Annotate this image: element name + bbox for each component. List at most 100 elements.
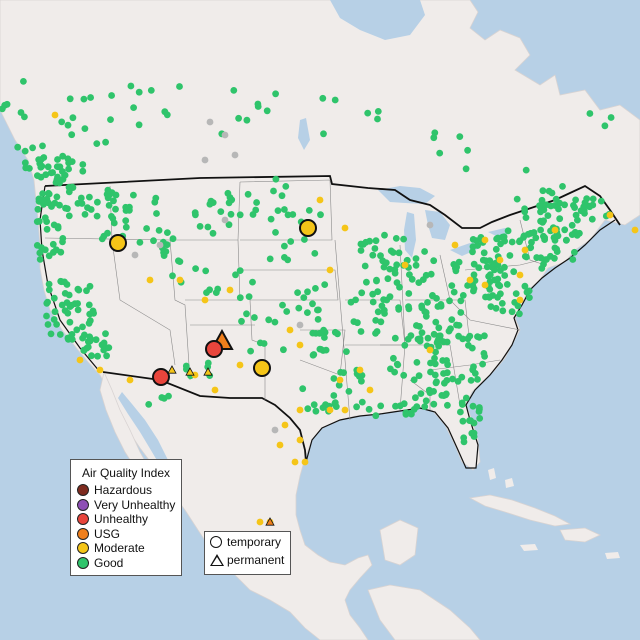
good-monitor[interactable] [127,82,135,90]
good-monitor[interactable] [449,375,456,383]
good-monitor[interactable] [71,300,79,308]
good-monitor[interactable] [64,121,72,129]
good-monitor[interactable] [431,354,438,362]
good-monitor[interactable] [422,397,430,405]
good-monitor[interactable] [400,400,408,408]
good-monitor[interactable] [413,359,421,366]
good-monitor[interactable] [440,392,448,399]
good-monitor[interactable] [330,375,338,382]
moderate-monitor[interactable] [286,326,294,334]
good-monitor[interactable] [80,346,88,354]
good-monitor[interactable] [462,165,470,173]
good-monitor[interactable] [243,116,251,124]
good-monitor[interactable] [429,292,436,300]
good-monitor[interactable] [59,152,67,160]
moderate-monitor[interactable] [296,436,304,444]
good-monitor[interactable] [228,196,236,204]
good-monitor[interactable] [304,405,312,413]
good-monitor[interactable] [287,238,295,245]
good-monitor[interactable] [572,211,580,219]
moderate-monitor[interactable] [631,226,639,234]
good-monitor[interactable] [469,243,477,251]
good-monitor[interactable] [65,165,72,173]
good-monitor[interactable] [541,236,548,244]
good-monitor[interactable] [331,328,339,336]
good-monitor[interactable] [435,324,443,332]
moderate-monitor[interactable] [236,361,244,369]
good-monitor[interactable] [571,204,578,212]
good-monitor[interactable] [86,282,94,290]
good-monitor[interactable] [279,301,286,309]
good-monitor[interactable] [176,83,183,90]
moderate-monitor[interactable] [226,286,234,294]
good-monitor[interactable] [386,265,394,273]
moderate-monitor[interactable] [401,261,409,269]
good-monitor[interactable] [47,169,55,177]
good-monitor[interactable] [467,377,475,384]
good-monitor[interactable] [260,340,268,347]
good-monitor[interactable] [283,308,291,315]
good-monitor[interactable] [377,402,385,410]
good-monitor[interactable] [530,229,538,236]
good-monitor[interactable] [247,347,255,355]
good-monitor[interactable] [481,353,488,360]
usg-permanent-monitor[interactable] [265,517,275,526]
good-monitor[interactable] [20,78,27,85]
moderate-permanent-monitor[interactable] [185,367,195,376]
good-monitor[interactable] [21,147,29,155]
good-monitor[interactable] [130,191,137,199]
good-monitor[interactable] [589,201,597,209]
good-monitor[interactable] [413,322,420,329]
good-monitor[interactable] [122,217,130,225]
good-monitor[interactable] [460,438,468,446]
good-monitor[interactable] [169,272,176,280]
moderate-monitor[interactable] [301,458,309,466]
good-monitor[interactable] [469,402,477,410]
good-monitor[interactable] [161,108,169,116]
good-monitor[interactable] [36,256,44,263]
good-monitor[interactable] [37,156,45,163]
good-monitor[interactable] [84,204,91,212]
good-monitor[interactable] [110,197,117,205]
good-monitor[interactable] [448,316,456,323]
good-monitor[interactable] [430,388,437,395]
good-monitor[interactable] [112,205,119,213]
good-monitor[interactable] [521,208,529,216]
good-monitor[interactable] [456,133,464,141]
good-monitor[interactable] [61,278,68,286]
good-monitor[interactable] [401,341,409,349]
good-monitor[interactable] [68,158,76,166]
moderate-monitor[interactable] [256,518,264,526]
good-monitor[interactable] [105,344,113,351]
good-monitor[interactable] [374,108,382,115]
good-monitor[interactable] [43,225,51,233]
moderate-monitor[interactable] [316,196,324,204]
good-monitor[interactable] [65,188,73,196]
good-monitor[interactable] [45,280,53,288]
good-monitor[interactable] [436,149,444,157]
good-monitor[interactable] [466,417,473,424]
good-monitor[interactable] [521,282,529,290]
good-monitor[interactable] [79,334,86,342]
good-monitor[interactable] [33,242,41,249]
good-monitor[interactable] [352,296,359,304]
good-monitor[interactable] [553,245,560,253]
good-monitor[interactable] [98,235,106,243]
moderate-temporary-monitor[interactable] [253,359,271,377]
good-monitor[interactable] [39,190,47,198]
good-monitor[interactable] [64,309,72,317]
moderate-monitor[interactable] [551,226,559,234]
good-monitor[interactable] [135,121,143,129]
good-monitor[interactable] [607,114,615,121]
good-monitor[interactable] [458,373,466,381]
good-monitor[interactable] [510,268,518,276]
good-monitor[interactable] [459,401,466,408]
nodata-monitor[interactable] [201,156,209,164]
good-monitor[interactable] [253,199,260,206]
good-monitor[interactable] [278,192,286,200]
good-monitor[interactable] [100,346,108,354]
good-monitor[interactable] [492,245,500,253]
moderate-monitor[interactable] [466,276,474,284]
good-monitor[interactable] [103,352,110,360]
good-monitor[interactable] [432,348,439,356]
